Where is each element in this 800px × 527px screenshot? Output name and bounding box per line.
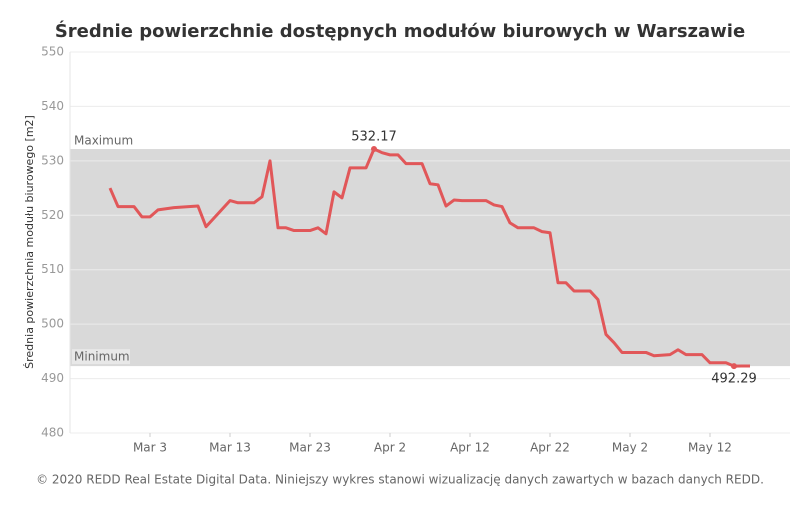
x-tick-label: Apr 2 [374,441,406,455]
band-max-label: Maximum [74,134,133,148]
annotation-point [731,363,737,370]
y-tick-label: 530 [41,153,64,167]
x-tick-label: Apr 22 [530,441,570,455]
annotation-label: 532.17 [351,130,397,145]
annotation-label: 492.29 [711,372,757,387]
y-tick-label: 500 [41,317,64,331]
y-tick-label: 510 [41,262,64,276]
x-tick-label: Apr 12 [450,441,490,455]
x-tick-label: Mar 3 [133,441,167,455]
y-tick-label: 550 [41,45,64,59]
y-tick-label: 490 [41,371,64,385]
y-tick-label: 520 [41,208,64,222]
x-tick-label: Mar 13 [209,441,251,455]
x-tick-label: May 2 [612,441,648,455]
footer: © 2020 REDD Real Estate Digital Data. Ni… [36,473,764,487]
min-label-bg [72,349,130,365]
chart-title: Średnie powierzchnie dostępnych modułów … [55,20,745,42]
y-axis-title: Średnia powierzchnia modułu biurowego [m… [23,115,36,369]
x-tick-label: Mar 23 [289,441,331,455]
y-tick-label: 540 [41,99,64,113]
y-tick-label: 480 [41,426,64,440]
line [108,147,750,368]
band-min-label: Minimum [74,350,130,364]
annotation-point [371,146,377,153]
x-tick-label: May 12 [688,441,732,455]
